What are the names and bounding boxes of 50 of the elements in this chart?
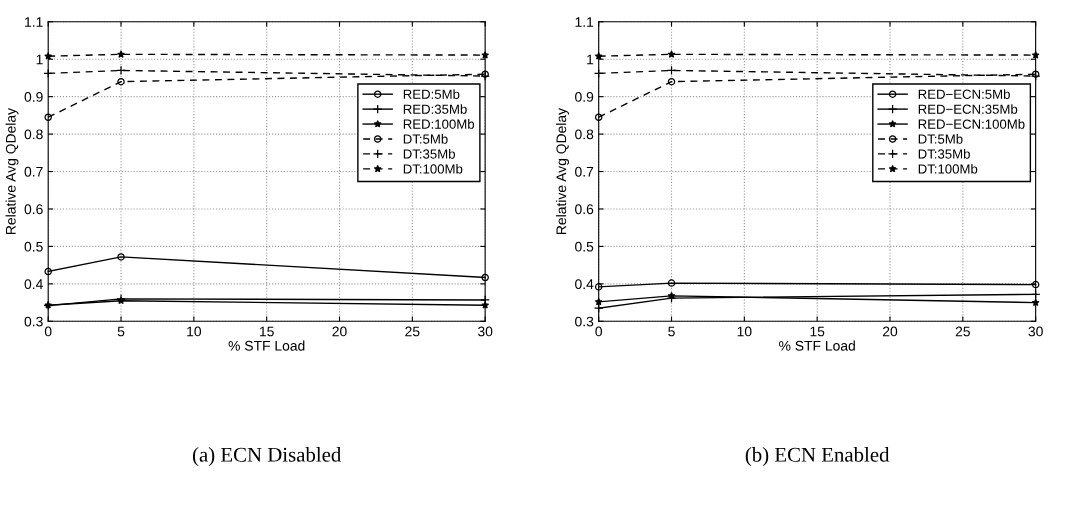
y-tick-label: 0.4 <box>575 279 594 290</box>
legend-label: RED−ECN:100Mb <box>918 119 1025 129</box>
legend-label: DT:35Mb <box>918 148 970 159</box>
text: (b) ECN Enabled <box>745 447 890 467</box>
y-tick-label: 0.8 <box>24 129 43 140</box>
x-tick-label: 0 <box>44 326 52 337</box>
legend-label: RED−ECN:5Mb <box>918 89 1010 99</box>
x-tick-label: 5 <box>117 326 125 337</box>
x-tick-label: 25 <box>405 326 420 337</box>
x-axis-title: % STF Load <box>228 340 305 351</box>
x-tick-label: 20 <box>332 326 347 337</box>
y-tick-label: 0.7 <box>575 166 594 177</box>
y-tick-label: 0.3 <box>24 316 43 327</box>
legend-label: RED:100Mb <box>403 119 475 129</box>
y-tick-label: 1 <box>36 54 43 65</box>
y-axis-title: Relative Avg QDelay <box>556 107 569 234</box>
y-tick-label: 0.4 <box>24 279 43 290</box>
legend-label: DT:5Mb <box>403 134 448 144</box>
y-tick-label: 1 <box>587 54 594 65</box>
x-tick-label: 25 <box>955 326 970 337</box>
x-tick-label: 10 <box>187 326 202 337</box>
y-tick-label: 0.5 <box>575 241 594 252</box>
y-tick-label: 0.9 <box>24 91 43 102</box>
legend-label: DT:35Mb <box>403 148 455 159</box>
text: (a) ECN Disabled <box>192 447 342 467</box>
y-tick-label: 0.8 <box>575 129 594 140</box>
y-axis-title: Relative Avg QDelay <box>5 107 19 234</box>
y-tick-label: 0.5 <box>24 241 43 252</box>
x-tick-label: 10 <box>737 326 752 337</box>
legend-label: DT:5Mb <box>918 134 963 144</box>
x-tick-label: 5 <box>668 326 675 337</box>
y-tick-label: 0.3 <box>575 316 594 327</box>
x-axis-title: % STF Load <box>779 340 855 351</box>
y-tick-label: 0.9 <box>575 91 594 102</box>
legend-label: RED:35Mb <box>403 104 467 114</box>
x-tick-label: 30 <box>477 326 493 337</box>
legend-label: DT:100Mb <box>403 163 463 174</box>
legend-label: RED:5Mb <box>403 89 460 99</box>
legend-label: RED−ECN:35Mb <box>918 104 1018 114</box>
x-tick-label: 0 <box>595 326 603 337</box>
y-tick-label: 1.1 <box>575 17 594 27</box>
x-tick-label: 30 <box>1028 326 1043 337</box>
legend-label: DT:100Mb <box>918 163 978 174</box>
y-tick-label: 0.7 <box>24 166 43 177</box>
x-tick-label: 15 <box>260 326 274 337</box>
x-tick-label: 15 <box>810 326 825 337</box>
y-tick-label: 0.6 <box>575 204 594 215</box>
y-tick-label: 1.1 <box>25 17 43 27</box>
x-tick-label: 20 <box>882 326 898 337</box>
y-tick-label: 0.6 <box>24 204 43 215</box>
